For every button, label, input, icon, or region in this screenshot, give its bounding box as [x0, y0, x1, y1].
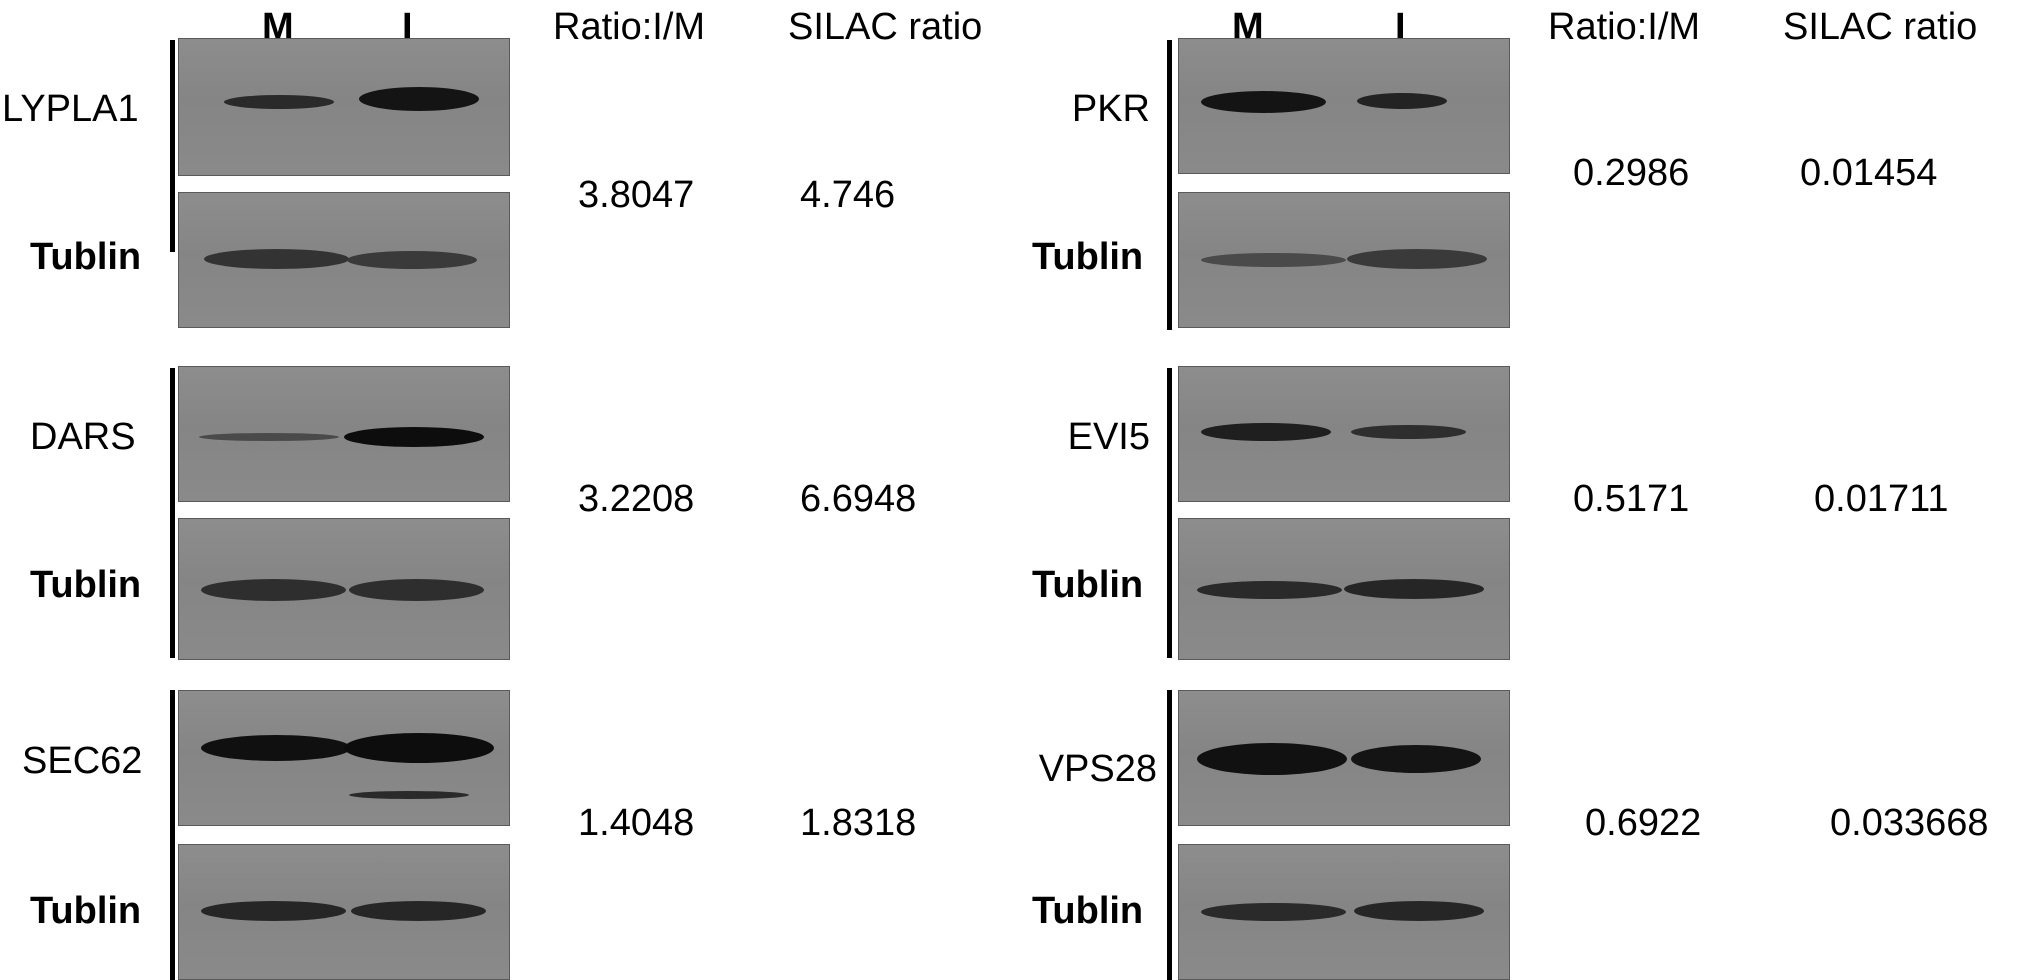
silac-value-dars: 6.6948 [800, 478, 917, 520]
blot-tubulin-evi5 [1178, 518, 1510, 660]
protein-label-pkr: PKR [1071, 88, 1150, 130]
band-dars-m [199, 433, 339, 441]
band-tubulin-sec62-i [351, 901, 486, 921]
loading-label-vps28: Tublin [1032, 890, 1144, 932]
blot-tubulin-sec62 [178, 844, 510, 980]
ratio-value-dars: 3.2208 [578, 478, 695, 520]
band-tubulin-vps28-m [1201, 903, 1346, 921]
silac-value-evi5: 0.01711 [1814, 478, 1949, 520]
ratio-header-left: Ratio:I/M [553, 6, 706, 48]
loading-label-evi5: Tublin [1032, 564, 1144, 606]
band-tubulin-vps28-i [1354, 901, 1484, 921]
band-vps28-i [1351, 745, 1481, 773]
ratio-value-sec62: 1.4048 [578, 802, 695, 844]
band-evi5-i [1351, 425, 1466, 439]
band-tubulin-pkr-m [1201, 253, 1346, 267]
band-tubulin-evi5-m [1197, 581, 1342, 599]
protein-label-sec62: SEC62 [22, 740, 143, 782]
band-pkr-m [1201, 91, 1326, 113]
panel-bracket [170, 40, 175, 252]
ratio-value-evi5: 0.5171 [1573, 478, 1690, 520]
lane-label-i-right: I [1395, 6, 1406, 48]
silac-header-left: SILAC ratio [788, 6, 983, 48]
loading-label-lypla1: Tublin [30, 236, 142, 278]
panel-bracket [1167, 368, 1172, 658]
band-evi5-m [1201, 423, 1331, 441]
band-vps28-m [1197, 743, 1347, 775]
band-dars-i [344, 427, 484, 447]
band-tubulin-pkr-i [1347, 249, 1487, 269]
silac-value-pkr: 0.01454 [1800, 152, 1938, 194]
silac-value-lypla1: 4.746 [800, 174, 896, 216]
protein-label-vps28: VPS28 [1038, 748, 1157, 790]
band-pkr-i [1357, 93, 1447, 109]
silac-header-right: SILAC ratio [1783, 6, 1978, 48]
ratio-value-vps28: 0.6922 [1585, 802, 1702, 844]
band-sec62-m [201, 735, 351, 761]
blot-sec62 [178, 690, 510, 826]
panel-bracket [170, 690, 175, 980]
blot-tubulin-vps28 [1178, 844, 1510, 980]
band-tubulin-dars-i [349, 579, 484, 601]
ratio-value-pkr: 0.2986 [1573, 152, 1690, 194]
loading-label-pkr: Tublin [1032, 236, 1144, 278]
blot-dars [178, 366, 510, 502]
ratio-header-right: Ratio:I/M [1548, 6, 1701, 48]
band-lypla1-m [224, 95, 334, 109]
protein-label-evi5: EVI5 [1067, 416, 1150, 458]
blot-evi5 [1178, 366, 1510, 502]
band-tubulin-dars-m [201, 579, 346, 601]
band-sec62-i [344, 733, 494, 763]
blot-pkr [1178, 38, 1510, 174]
protein-label-lypla1: LYPLA1 [2, 88, 139, 130]
blot-vps28 [1178, 690, 1510, 826]
band-sec62-i-lower [349, 791, 469, 799]
blot-tubulin-pkr [1178, 192, 1510, 328]
silac-value-vps28: 0.033668 [1830, 802, 1989, 844]
silac-value-sec62: 1.8318 [800, 802, 917, 844]
band-tubulin-sec62-m [201, 901, 346, 921]
band-lypla1-i [359, 87, 479, 111]
ratio-value-lypla1: 3.8047 [578, 174, 695, 216]
loading-label-dars: Tublin [30, 564, 142, 606]
loading-label-sec62: Tublin [30, 890, 142, 932]
blot-tubulin-lypla1 [178, 192, 510, 328]
panel-bracket [1167, 690, 1172, 980]
panel-bracket [170, 368, 175, 658]
blot-tubulin-dars [178, 518, 510, 660]
panel-bracket [1167, 40, 1172, 330]
band-tubulin-evi5-i [1344, 579, 1484, 599]
protein-label-dars: DARS [30, 416, 136, 458]
band-tubulin-lypla1-m [204, 249, 349, 269]
lane-label-i-left: I [402, 6, 413, 48]
blot-lypla1 [178, 38, 510, 176]
band-tubulin-lypla1-i [347, 251, 477, 269]
